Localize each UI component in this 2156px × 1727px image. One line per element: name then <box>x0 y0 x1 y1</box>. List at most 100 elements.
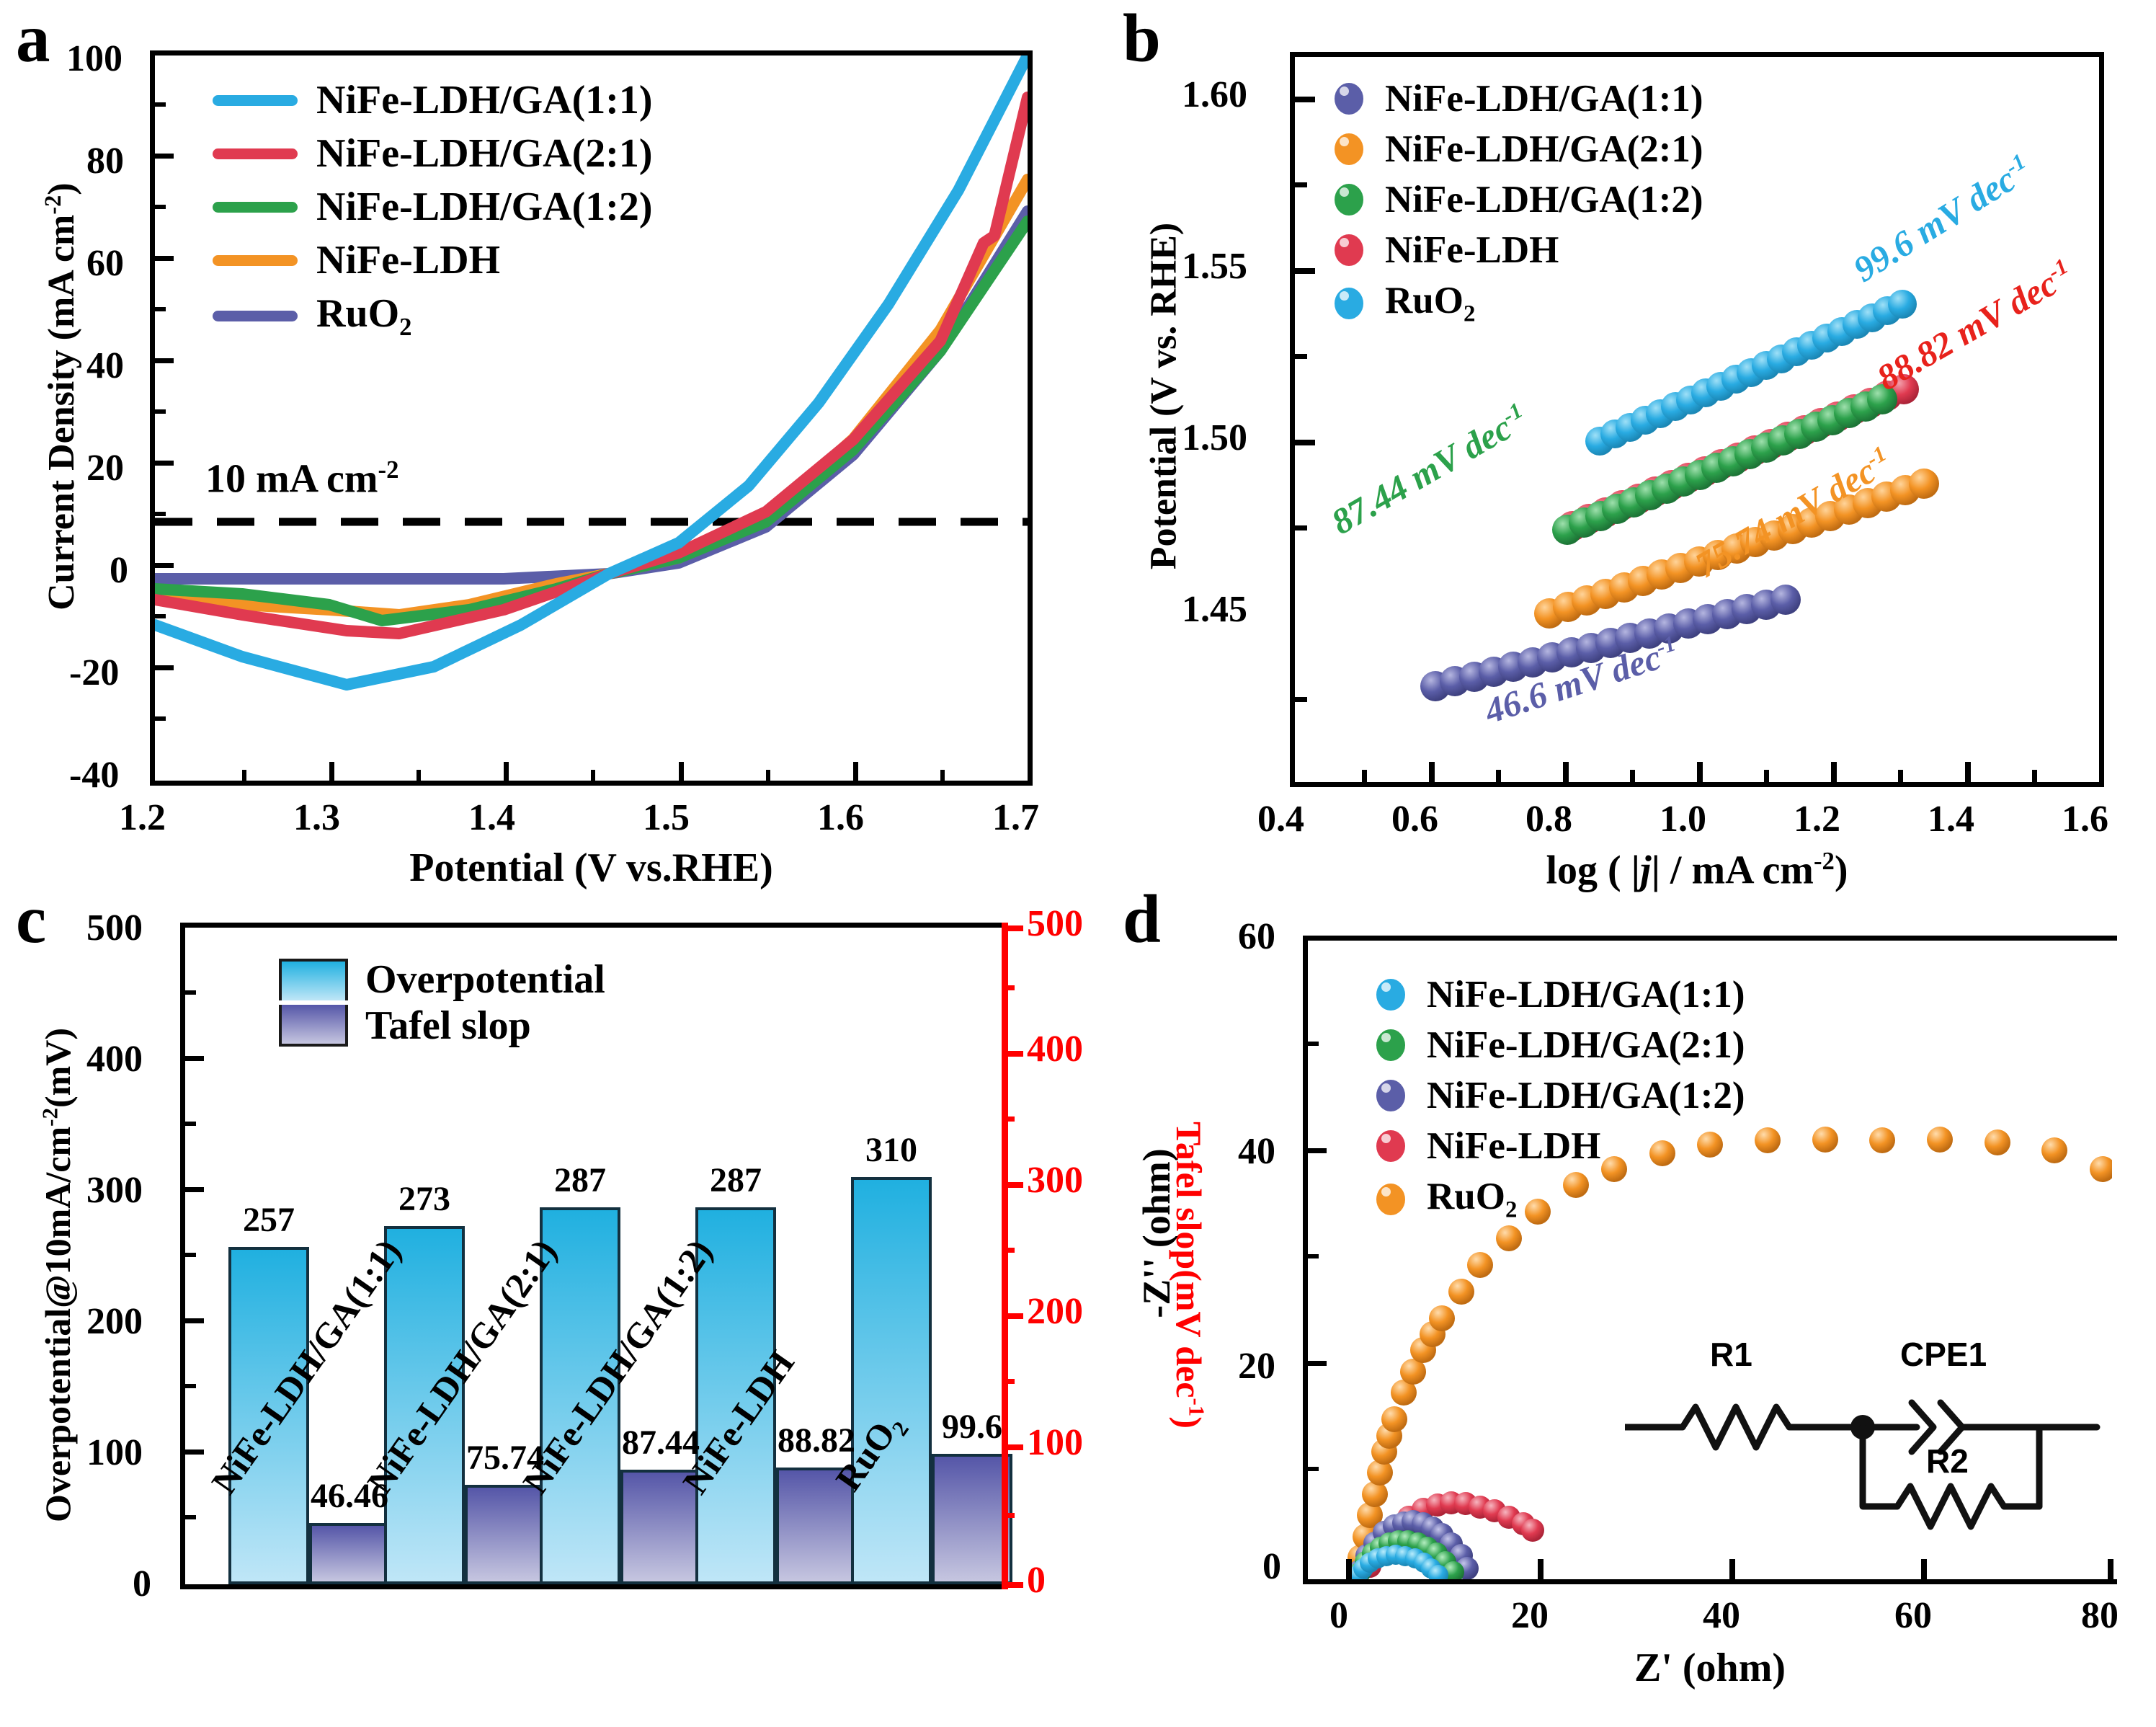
legend-item-d-nife-ldh[interactable]: NiFe-LDH <box>1376 1124 1745 1168</box>
legend-marker-d-ruo2 <box>1376 1183 1405 1215</box>
bar-value-overpotential-5: 310 <box>865 1131 917 1169</box>
panel-d-legend: NiFe-LDH/GA(1:1) NiFe-LDH/GA(2:1) NiFe-L… <box>1376 973 1745 1231</box>
legend-item-nife-ldh[interactable]: NiFe-LDH <box>213 237 653 283</box>
bar-overpotential-1[interactable] <box>228 1247 309 1584</box>
panel-d-xtick-40 <box>1729 1559 1735 1579</box>
legend-swatch-tafel <box>279 1005 348 1047</box>
legend-swatch-overpotential <box>279 959 348 1000</box>
panel-b-ytick-minor-1 <box>1295 182 1307 187</box>
legend-item-b-ruo2[interactable]: RuO2 <box>1335 279 1703 328</box>
panel-d-xtick-label-20: 20 <box>1511 1595 1549 1636</box>
panel-b-xtick-minor-6 <box>2032 770 2037 782</box>
panel-a-ytick-mark-80 <box>155 154 174 159</box>
panel-d-xtick-0 <box>1346 1559 1352 1579</box>
legend-item-tafel[interactable]: Tafel slop <box>279 1003 605 1049</box>
panel-b-ytick-150: 1.50 <box>1182 417 1247 458</box>
panel-a-ytick-minor-6 <box>155 614 166 618</box>
legend-marker-b-ruo2 <box>1335 287 1363 319</box>
panel-c-ytick-300: 300 <box>86 1170 143 1211</box>
panel-c-ytick-minor-c3 <box>185 1253 196 1257</box>
panel-b-xtick-0-6 <box>1429 762 1435 782</box>
panel-a-xtick-label-1-4: 1.4 <box>468 797 515 838</box>
bar-overpotential-5[interactable] <box>851 1177 932 1584</box>
panel-a-y-axis-title-close: ) <box>41 182 83 195</box>
bar-overpotential-4[interactable] <box>695 1207 776 1584</box>
panel-b-xtick-label-1-2: 1.2 <box>1794 799 1840 840</box>
panel-a-letter: a <box>16 0 50 76</box>
panel-b-ytick-145: 1.45 <box>1182 589 1247 630</box>
panel-b-x-axis-title-p4: ) <box>1834 848 1848 893</box>
panel-d-plot-area: NiFe-LDH/GA(1:1) NiFe-LDH/GA(2:1) NiFe-L… <box>1303 936 2117 1584</box>
panel-b-xtick-1-0 <box>1697 762 1703 782</box>
panel-b-xtick-label-0-6: 0.6 <box>1391 799 1438 840</box>
legend-label-d-ruo2-sub: 2 <box>1505 1197 1518 1223</box>
circuit-label-r1: R1 <box>1710 1336 1752 1373</box>
panel-a-ytick-minor-4 <box>155 409 166 414</box>
legend-marker-b-ga-1-1 <box>1335 83 1363 115</box>
panel-c-right-tick-minor-2 <box>1002 1116 1015 1122</box>
panel-a-curves <box>155 56 1028 691</box>
panel-b-ytick-mark-155 <box>1295 268 1315 274</box>
legend-item-ga-1-2[interactable]: NiFe-LDH/GA(1:2) <box>213 184 653 230</box>
bar-tafel-2[interactable] <box>465 1485 545 1584</box>
panel-a-ytick-mark-m20 <box>155 665 174 670</box>
panel-a-ytick-40: 40 <box>86 345 124 386</box>
panel-b-ytick-minor-3 <box>1295 525 1307 530</box>
legend-label-d-ruo2: RuO2 <box>1427 1175 1517 1224</box>
legend-item-b-ga-1-1[interactable]: NiFe-LDH/GA(1:1) <box>1335 77 1703 120</box>
panel-d-xtick-label-0: 0 <box>1329 1595 1348 1636</box>
legend-item-ga-2-1[interactable]: NiFe-LDH/GA(2:1) <box>213 130 653 177</box>
bar-value-tafel-3: 87.44 <box>622 1424 700 1462</box>
panel-c-plot-area: 257 273 287 287 310 46.46 75.74 87.44 88… <box>180 923 1012 1589</box>
panel-c-right-ytick-0: 0 <box>1027 1560 1046 1601</box>
bar-tafel-4[interactable] <box>776 1468 857 1584</box>
legend-marker-d-nife-ldh <box>1376 1130 1405 1162</box>
panel-b-xtick-minor-4 <box>1764 770 1769 782</box>
bar-tafel-1[interactable] <box>309 1523 390 1584</box>
panel-d-xtick-60 <box>1921 1559 1927 1579</box>
panel-c-ytick-minor-c2 <box>185 1122 196 1126</box>
panel-a-ytick-0: 0 <box>110 550 128 591</box>
panel-a-xtick-minor-2 <box>416 770 421 781</box>
panel-b-letter: b <box>1123 0 1161 76</box>
panel-a-xtick-label-1-5: 1.5 <box>643 797 690 838</box>
panel-c-legend: Overpotential Tafel slop <box>279 956 605 1056</box>
legend-item-b-ga-2-1[interactable]: NiFe-LDH/GA(2:1) <box>1335 128 1703 171</box>
legend-item-b-nife-ldh[interactable]: NiFe-LDH <box>1335 228 1703 272</box>
circuit-label-cpe1: CPE1 <box>1900 1336 1987 1373</box>
legend-label-b-nife-ldh: NiFe-LDH <box>1385 229 1559 271</box>
panel-a-xtick-label-1-3: 1.3 <box>293 797 340 838</box>
panel-a-ytick-mark-60 <box>155 256 174 261</box>
legend-item-d-ga-1-1[interactable]: NiFe-LDH/GA(1:1) <box>1376 973 1745 1016</box>
panel-a-ytick-minor-5 <box>155 512 166 516</box>
legend-label-ga-1-2: NiFe-LDH/GA(1:2) <box>316 185 653 229</box>
panel-a-reference-annotation-text: 10 mA cm <box>205 456 378 502</box>
panel-b-ytick-mark-160 <box>1295 97 1315 102</box>
legend-item-b-ga-1-2[interactable]: NiFe-LDH/GA(1:2) <box>1335 178 1703 221</box>
bar-tafel-3[interactable] <box>620 1470 701 1584</box>
legend-item-d-ruo2[interactable]: RuO2 <box>1376 1175 1745 1224</box>
bar-overpotential-3[interactable] <box>540 1207 620 1584</box>
panel-b-legend: NiFe-LDH/GA(1:1) NiFe-LDH/GA(2:1) NiFe-L… <box>1335 77 1703 335</box>
legend-item-d-ga-1-2[interactable]: NiFe-LDH/GA(1:2) <box>1376 1074 1745 1117</box>
panel-c-right-tick-400 <box>1002 1051 1023 1057</box>
panel-c-y-left-sup: -2 <box>37 1108 63 1127</box>
panel-b-xtick-label-1-6: 1.6 <box>2062 799 2108 840</box>
panel-b-xtick-0-8 <box>1563 762 1569 782</box>
panel-d: d -Z'' (ohm) 60 40 20 0 <box>1074 865 2155 1727</box>
panel-b: b Potential (V vs. RHE) 1.60 1.55 1.50 1… <box>1074 0 2155 893</box>
legend-swatch-ga-1-1 <box>213 94 298 106</box>
panel-a-reference-annotation: 10 mA cm-2 <box>205 456 398 502</box>
legend-item-ga-1-1[interactable]: NiFe-LDH/GA(1:1) <box>213 77 653 123</box>
legend-label-d-ga-1-1: NiFe-LDH/GA(1:1) <box>1427 974 1745 1016</box>
panel-c-right-tick-minor-3 <box>1002 1248 1015 1253</box>
bar-tafel-5[interactable] <box>932 1454 1012 1584</box>
bar-overpotential-2[interactable] <box>384 1226 465 1584</box>
legend-item-ruo2[interactable]: RuO2 <box>213 290 653 342</box>
legend-item-d-ga-2-1[interactable]: NiFe-LDH/GA(2:1) <box>1376 1024 1745 1067</box>
panel-a-xtick-minor-3 <box>591 770 595 781</box>
panel-a-xtick-1-6 <box>853 762 858 781</box>
legend-item-overpotential[interactable]: Overpotential <box>279 956 605 1003</box>
panel-a-ytick-mark-0 <box>155 563 174 568</box>
